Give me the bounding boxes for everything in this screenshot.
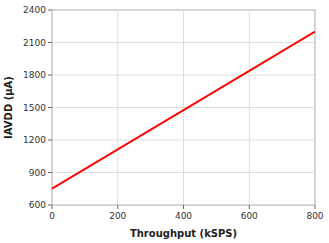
y-tick-label: 900 (29, 168, 46, 178)
x-tick (117, 205, 118, 209)
x-tick (183, 205, 184, 209)
y-tick-label: 1500 (23, 103, 46, 113)
x-tick (315, 205, 316, 209)
x-tick-label: 600 (241, 211, 258, 221)
y-tick-label: 2400 (23, 5, 46, 15)
line (52, 32, 315, 189)
x-axis-label: Throughput (kSPS) (130, 228, 237, 239)
x-tick-label: 800 (306, 211, 323, 221)
y-tick (48, 42, 52, 43)
y-tick-label: 600 (29, 200, 46, 210)
y-tick (48, 172, 52, 173)
grid (52, 10, 315, 205)
x-tick-label: 200 (109, 211, 126, 221)
x-tick (52, 205, 53, 209)
y-grid-line (52, 140, 315, 141)
y-tick (48, 10, 52, 11)
y-grid-line (52, 10, 315, 11)
y-grid-line (52, 107, 315, 108)
y-tick-label: 1800 (23, 70, 46, 80)
ticks: 0 200 400 600 800 600 900 1200 1500 1800 2100 2400 (23, 5, 324, 221)
x-tick-label: 0 (49, 211, 55, 221)
y-axis-label: IAVDD (μA) (3, 76, 14, 139)
x-tick (249, 205, 250, 209)
plot-frame (52, 10, 315, 205)
y-grid-line (52, 42, 315, 43)
y-grid-line (52, 75, 315, 76)
series (52, 32, 315, 189)
y-tick (48, 140, 52, 141)
y-tick (48, 75, 52, 76)
y-tick (48, 205, 52, 206)
y-tick-label: 2100 (23, 38, 46, 48)
y-tick-label: 1200 (23, 135, 46, 145)
y-grid-line (52, 172, 315, 173)
y-tick (48, 107, 52, 108)
chart: 0 200 400 600 800 600 900 1200 1500 1800 2100 2400 T… (0, 0, 329, 243)
x-tick-label: 400 (175, 211, 192, 221)
